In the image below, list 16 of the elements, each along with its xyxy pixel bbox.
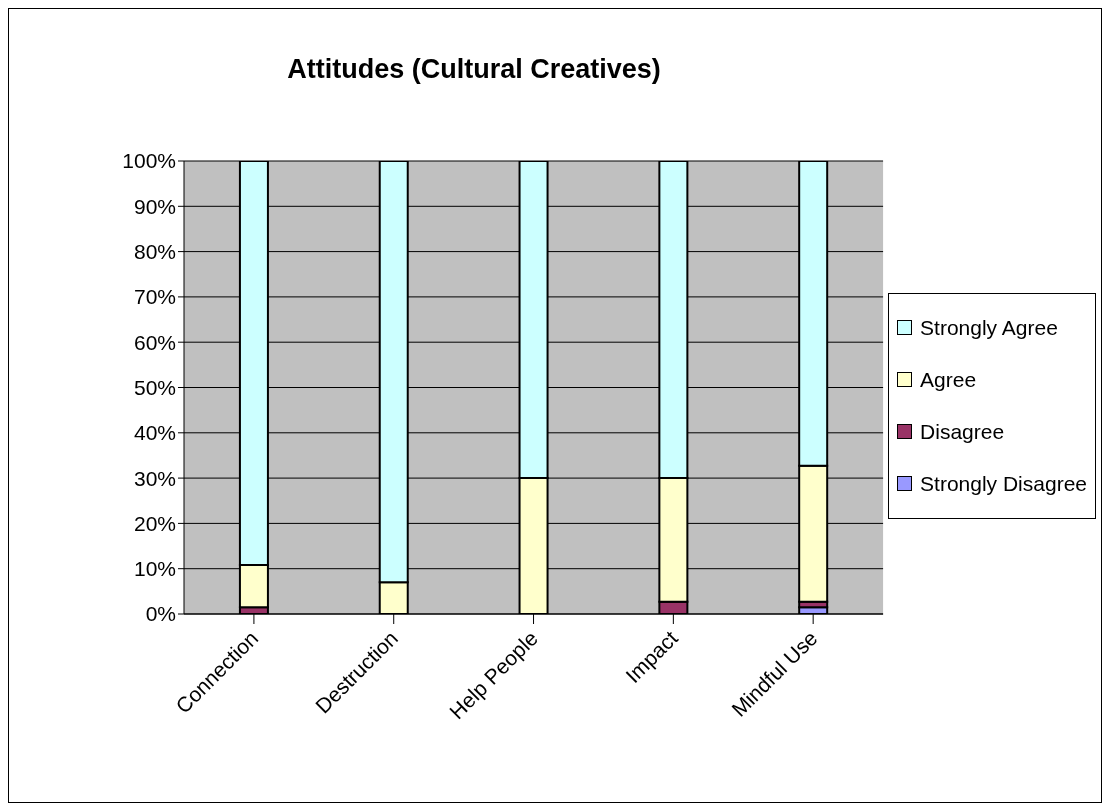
- y-tick-label: 70%: [133, 285, 176, 309]
- legend-label: Disagree: [920, 419, 1005, 444]
- legend-label: Strongly Disagree: [920, 471, 1087, 496]
- y-tick-label: 100%: [122, 149, 176, 173]
- y-tick-label: 50%: [133, 375, 176, 399]
- y-tick-label: 30%: [133, 466, 176, 490]
- y-tick-label: 0%: [145, 602, 176, 626]
- legend-label: Agree: [920, 367, 977, 392]
- y-tick-label: 40%: [133, 421, 176, 445]
- y-tick-label: 90%: [133, 194, 176, 218]
- y-tick-label: 60%: [133, 330, 176, 354]
- y-tick-label: 10%: [133, 557, 176, 581]
- y-tick-label: 80%: [133, 240, 176, 264]
- chart-title: Attitudes (Cultural Creatives): [286, 54, 662, 85]
- legend-label: Strongly Agree: [920, 315, 1058, 340]
- y-tick-label: 20%: [133, 511, 176, 535]
